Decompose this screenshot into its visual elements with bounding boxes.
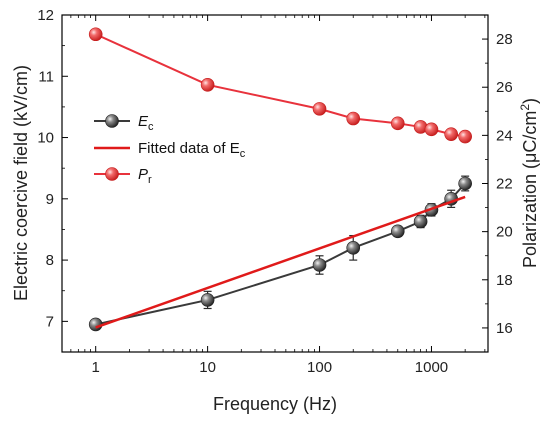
y-left-tick-label: 8 (46, 252, 54, 269)
y-right-tick-label: 24 (496, 127, 513, 144)
series-ec (88, 175, 472, 332)
data-point (346, 111, 361, 126)
legend-item-fit: Fitted data of Ec (94, 140, 246, 160)
series-layer (88, 27, 472, 332)
data-point (424, 122, 439, 137)
y-right-tick-label: 20 (496, 224, 513, 241)
y-axis-left-title: Electric coercive field (kV/cm) (11, 65, 31, 301)
legend-marker-ec (105, 114, 119, 128)
legend: Ec Fitted data of Ec Pr (94, 113, 246, 186)
y-right-tick-label: 18 (496, 272, 513, 289)
y-right-tick-label: 22 (496, 176, 513, 193)
y-right-tick-label: 26 (496, 79, 513, 96)
y-right-tick-label: 28 (496, 31, 513, 48)
legend-marker-pr (105, 167, 119, 181)
plot-frame (61, 14, 489, 353)
series-line (95, 182, 466, 326)
y-left-tick-label: 10 (37, 130, 54, 147)
data-point (444, 127, 458, 141)
data-point (88, 317, 103, 332)
legend-item-ec: Ec (94, 113, 154, 133)
x-tick-label: 1000 (415, 359, 448, 376)
legend-item-pr: Pr (94, 166, 152, 186)
data-point (346, 241, 361, 255)
x-axis-title: Frequency (Hz) (213, 394, 337, 414)
y-left-tick-label: 7 (46, 313, 54, 330)
data-point (390, 116, 405, 131)
y-left-tick-label: 11 (38, 68, 54, 85)
legend-label-fit: Fitted data of Ec (138, 140, 246, 160)
series-fit (95, 195, 466, 329)
data-point (458, 129, 472, 144)
legend-label-pr: Pr (138, 166, 152, 186)
x-tick-label: 1 (92, 359, 100, 376)
data-point (312, 102, 327, 116)
data-point (200, 293, 215, 307)
series-pr (88, 27, 472, 144)
data-point (200, 78, 215, 92)
tick-marks (62, 14, 488, 353)
y-left-tick-label: 12 (37, 7, 54, 24)
x-tick-label: 100 (307, 359, 332, 376)
legend-label-ec: Ec (138, 113, 154, 133)
data-point (458, 176, 472, 191)
y-axis-right-title-close: ) (520, 98, 540, 104)
data-point (88, 27, 103, 42)
y-axis-right-title: Polarization (μC/cm2) (518, 98, 540, 268)
y-axis-right-title-sup: 2 (518, 104, 532, 111)
y-axis-right-title-unit: μC/cm (520, 111, 540, 163)
data-point (390, 224, 405, 239)
series-line (95, 195, 466, 329)
y-left-tick-label: 9 (46, 191, 54, 208)
x-tick-label: 10 (199, 359, 216, 376)
y-axis-right-title-main: Polarization ( (520, 163, 540, 268)
data-point (312, 258, 327, 272)
y-right-tick-label: 16 (496, 320, 513, 337)
data-point (413, 214, 428, 229)
tick-labels: 1 10 100 1000 7 8 9 10 11 12 16 18 20 22 24 26 28 (37, 7, 512, 376)
